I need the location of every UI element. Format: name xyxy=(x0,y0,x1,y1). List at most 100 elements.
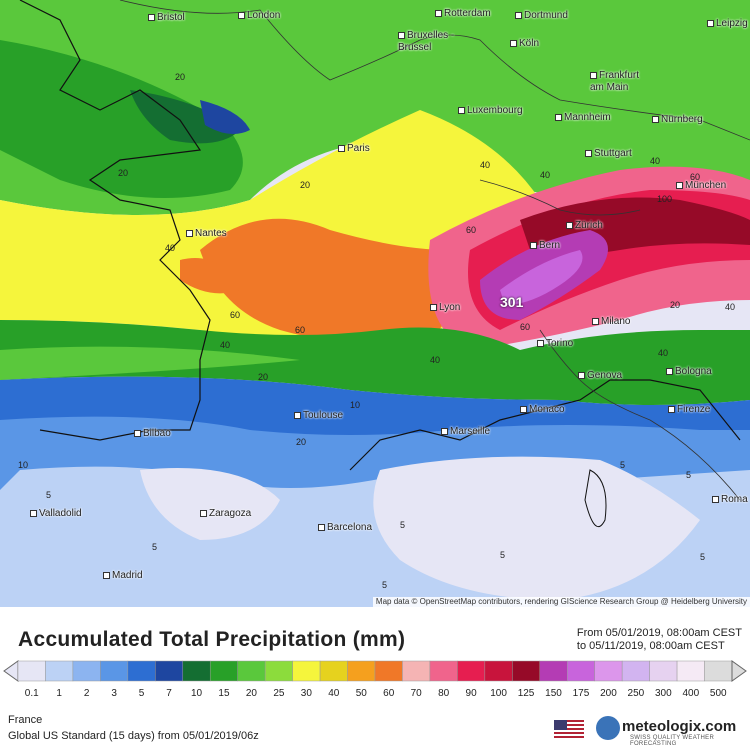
time-range-to: to 05/11/2019, 08:00am CEST xyxy=(576,640,725,652)
model-label: Global US Standard (15 days) from 05/01/… xyxy=(8,730,259,742)
legend-tick-label: 2 xyxy=(83,688,90,699)
legend-tick-label: 20 xyxy=(245,688,257,699)
legend-tick-label: 100 xyxy=(490,688,507,699)
legend-arrow-right xyxy=(731,660,747,682)
contour-label: 20 xyxy=(258,372,269,382)
legend-tick-label: 10 xyxy=(190,688,203,699)
contour-label: 20 xyxy=(118,168,129,178)
precipitation-map[interactable]: Bristol London Rotterdam Dortmund Bruxel… xyxy=(0,0,750,607)
legend-arrow-left xyxy=(3,660,19,682)
peak-value-label: 301 xyxy=(500,294,524,310)
color-scale-legend xyxy=(3,660,747,682)
legend-tick-label: 175 xyxy=(572,688,590,699)
legend-tick-label: 60 xyxy=(383,688,395,699)
legend-tick-label: 200 xyxy=(600,688,617,699)
contour-label: 20 xyxy=(300,180,311,190)
region-label: France xyxy=(8,714,43,726)
legend-color-cell xyxy=(319,660,348,682)
contour-label: 20 xyxy=(175,72,186,82)
legend-color-cell xyxy=(374,660,403,682)
city-label: London xyxy=(238,10,280,21)
city-label: Mannheim xyxy=(555,112,611,123)
legend-tick-label: 50 xyxy=(355,688,367,699)
legend-color-cell xyxy=(292,660,321,682)
legend-tick-label: 80 xyxy=(438,688,450,699)
legend-color-cell xyxy=(621,660,650,682)
contour-label: 40 xyxy=(658,348,669,358)
precipitation-field xyxy=(0,0,750,607)
contour-label: 5 xyxy=(382,580,388,590)
contour-label: 5 xyxy=(686,470,692,480)
city-label: Bristol xyxy=(148,12,185,23)
city-label: Paris xyxy=(338,143,370,154)
city-label: Bilbao xyxy=(134,428,171,439)
legend-tick-label: 400 xyxy=(682,688,700,699)
city-label: München xyxy=(676,180,726,191)
city-label: Toulouse xyxy=(294,410,343,421)
map-attribution: Map data © OpenStreetMap contributors, r… xyxy=(372,597,750,607)
legend-color-cell xyxy=(237,660,266,682)
city-label: Bruxelles - Brussel xyxy=(398,30,455,53)
city-label: Leipzig xyxy=(707,18,748,29)
city-label: Rotterdam xyxy=(435,8,491,19)
page-title: Accumulated Total Precipitation (mm) xyxy=(18,628,406,651)
contour-label: 5 xyxy=(620,460,626,470)
city-label: Roma xyxy=(712,494,748,505)
legend-tick-label: 15 xyxy=(218,688,230,699)
city-label: Bern xyxy=(530,240,560,251)
contour-label: 5 xyxy=(400,520,406,530)
city-label: Valladolid xyxy=(30,508,82,519)
city-label: Bologna xyxy=(666,366,712,377)
legend-tick-label: 30 xyxy=(300,688,312,699)
legend-color-cell xyxy=(429,660,458,682)
contour-label: 10 xyxy=(350,400,361,410)
legend-color-cell xyxy=(127,660,156,682)
city-label: Lyon xyxy=(430,302,460,313)
contour-label: 40 xyxy=(165,243,176,253)
legend-color-cell xyxy=(45,660,74,682)
contour-label: 60 xyxy=(466,225,477,235)
legend-tick-label: 300 xyxy=(655,688,672,699)
city-label: Barcelona xyxy=(318,522,372,533)
city-label: Stuttgart xyxy=(585,148,632,159)
legend-color-cell xyxy=(100,660,129,682)
contour-label: 5 xyxy=(700,552,706,562)
contour-label: 10 xyxy=(18,460,29,470)
brand-name[interactable]: meteologix.com xyxy=(622,718,737,735)
legend-tick-label: 70 xyxy=(410,688,422,699)
contour-label: 40 xyxy=(725,302,736,312)
legend-color-cell xyxy=(704,660,733,682)
time-range-from: From 05/01/2019, 08:00am CEST xyxy=(576,627,742,639)
contour-label: 100 xyxy=(657,194,673,204)
city-label: Madrid xyxy=(103,570,143,581)
time-range: From 05/01/2019, 08:00am CEST to 05/11/2… xyxy=(577,627,742,653)
legend-color-cell xyxy=(649,660,678,682)
legend-color-cell xyxy=(72,660,101,682)
legend-color-cell xyxy=(209,660,238,682)
city-label: Zaragoza xyxy=(200,508,251,519)
legend-tick-label: 250 xyxy=(627,688,645,699)
city-label: Genova xyxy=(578,370,622,381)
contour-label: 20 xyxy=(670,300,681,310)
legend-tick-label: 7 xyxy=(166,688,172,699)
legend-color-cell xyxy=(155,660,184,682)
contour-label: 60 xyxy=(520,322,531,332)
legend-color-cell xyxy=(484,660,513,682)
legend-color-cell xyxy=(264,660,293,682)
legend-tick-label: 0.1 xyxy=(24,688,39,699)
legend-color-cell xyxy=(457,660,486,682)
us-flag-icon xyxy=(554,720,584,740)
legend-tick-label: 5 xyxy=(138,688,145,699)
city-label: Monaco xyxy=(520,404,565,415)
contour-label: 5 xyxy=(152,542,158,552)
legend-tick-label: 500 xyxy=(709,688,727,699)
city-label: Frankfurt am Main xyxy=(590,70,640,93)
contour-label: 40 xyxy=(430,355,441,365)
city-label: Nantes xyxy=(186,228,227,239)
contour-label: 40 xyxy=(480,160,491,170)
city-label: Luxembourg xyxy=(458,105,523,116)
city-label: Firenze xyxy=(668,404,710,415)
legend-color-cell xyxy=(539,660,568,682)
city-label: Nürnberg xyxy=(652,114,703,125)
legend-color-cell xyxy=(566,660,595,682)
